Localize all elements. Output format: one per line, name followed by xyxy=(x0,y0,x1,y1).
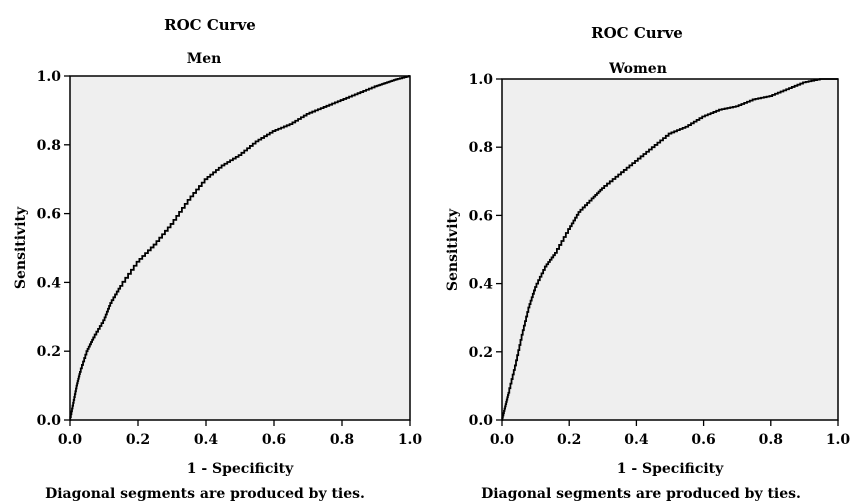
y-tick-label: 1.0 xyxy=(37,69,62,85)
y-axis-label: Sensitivity xyxy=(13,206,29,289)
roc-curve-women xyxy=(501,78,838,421)
x-axis-label: 1 - Specificity xyxy=(187,461,294,477)
y-axis-label: Sensitivity xyxy=(445,208,461,291)
x-tick-label: 0.4 xyxy=(194,432,219,448)
footnote: Diagonal segments are produced by ties. xyxy=(481,486,801,501)
plot-area xyxy=(501,78,839,421)
y-tick-label: 0.0 xyxy=(37,413,62,429)
x-axis-label: 1 - Specificity xyxy=(617,461,724,477)
y-tick-label: 1.0 xyxy=(469,72,494,88)
y-tick-label: 0.8 xyxy=(37,138,61,154)
x-tick-label: 0.6 xyxy=(262,432,286,448)
x-tick-label: 0.6 xyxy=(691,432,715,448)
y-tick-label: 0.0 xyxy=(469,413,494,429)
footnote: Diagonal segments are produced by ties. xyxy=(45,486,365,501)
x-tick-label: 1.0 xyxy=(398,432,423,448)
x-tick-label: 0.0 xyxy=(58,432,83,448)
x-tick-label: 0.0 xyxy=(490,432,515,448)
y-tick-label: 0.6 xyxy=(469,208,493,224)
y-ticks: 0.0 0.2 0.4 0.6 0.8 1.0 xyxy=(469,72,502,429)
y-ticks: 0.0 0.2 0.4 0.6 0.8 1.0 xyxy=(37,69,70,429)
chart-subtitle: Women xyxy=(608,61,667,77)
y-tick-label: 0.4 xyxy=(37,275,62,291)
chart-subtitle: Men xyxy=(187,51,222,67)
y-tick-label: 0.2 xyxy=(37,344,61,360)
x-tick-label: 0.2 xyxy=(557,432,581,448)
x-tick-label: 0.8 xyxy=(759,432,783,448)
x-ticks: 0.0 0.2 0.4 0.6 0.8 1.0 xyxy=(58,420,423,448)
chart-women: ROC Curve Women 0.00.20.40.60.81.0 0.0 0.… xyxy=(445,24,850,501)
x-tick-label: 0.8 xyxy=(330,432,354,448)
y-tick-label: 0.4 xyxy=(469,277,494,293)
y-tick-label: 0.8 xyxy=(469,140,493,156)
x-tick-label: 0.4 xyxy=(624,432,649,448)
y-tick-label: 0.6 xyxy=(37,207,61,223)
plot-area xyxy=(69,75,411,421)
x-ticks: 0.0 0.2 0.4 0.6 0.8 1.0 xyxy=(490,420,851,448)
chart-title: ROC Curve xyxy=(164,16,256,34)
x-tick-label: 0.2 xyxy=(126,432,150,448)
chart-men: ROC Curve Men 0.00.20.40.60.81.0 0.0 0.2 0… xyxy=(13,16,422,501)
chart-title: ROC Curve xyxy=(591,24,683,42)
roc-curve-men xyxy=(69,75,410,421)
y-tick-label: 0.2 xyxy=(469,345,493,361)
x-tick-label: 1.0 xyxy=(826,432,851,448)
